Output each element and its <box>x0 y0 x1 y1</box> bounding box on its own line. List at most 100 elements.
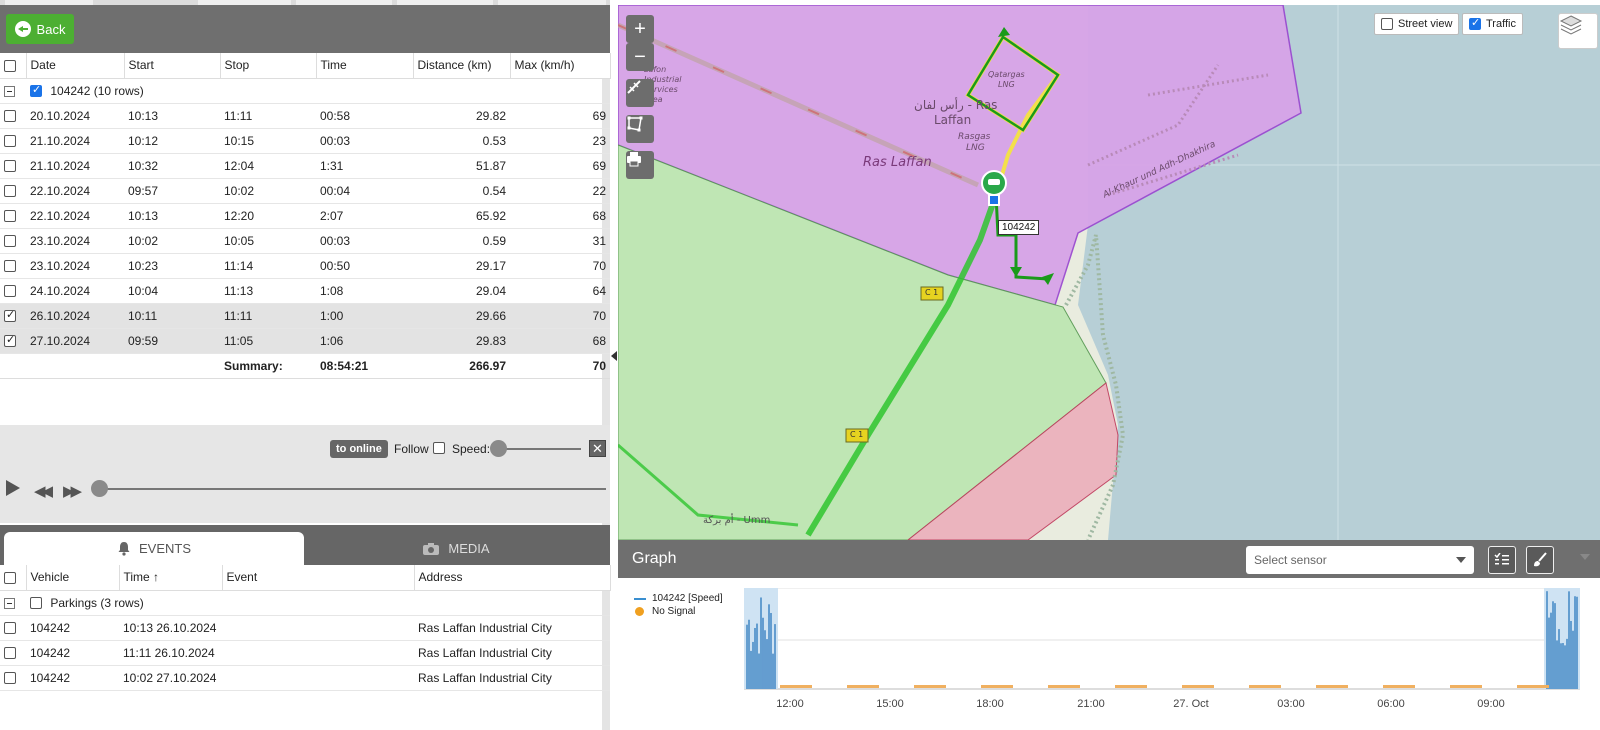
trip-row-checkbox[interactable] <box>4 235 16 248</box>
map-canvas[interactable] <box>618 5 1600 540</box>
graph-options-chevron-icon[interactable] <box>1580 554 1590 560</box>
column-address[interactable]: Address <box>414 565 611 591</box>
to-online-button[interactable]: to online <box>330 440 388 458</box>
trip-row[interactable]: 20.10.2024 10:13 11:11 00:58 29.82 69 <box>0 103 610 129</box>
event-row-checkbox-cell[interactable] <box>0 640 26 666</box>
event-row-checkbox[interactable] <box>4 647 16 660</box>
tab-6[interactable] <box>498 0 606 5</box>
rewind-icon[interactable]: ◀◀ <box>34 483 53 500</box>
column-start[interactable]: Start <box>124 53 221 79</box>
close-player-button[interactable]: ✕ <box>589 440 606 457</box>
follow-checkbox[interactable] <box>433 442 445 454</box>
column-time-sorted[interactable]: Time ↑ <box>119 565 223 591</box>
trip-row-checkbox[interactable] <box>4 210 16 223</box>
trip-row[interactable]: 21.10.2024 10:12 10:15 00:03 0.53 23 <box>0 128 610 154</box>
events-group-collapse-cell[interactable] <box>0 590 26 616</box>
vehicle-label[interactable]: 104242 <box>998 220 1040 235</box>
group-checkbox[interactable] <box>30 83 42 98</box>
map-view[interactable]: Ras Laffan رأس لفان - Ras Laffan Qatarga… <box>618 5 1600 540</box>
event-row-checkbox-cell[interactable] <box>0 615 26 641</box>
trip-row-checkbox[interactable] <box>4 185 16 198</box>
trip-row[interactable]: 23.10.2024 10:02 10:05 00:03 0.59 31 <box>0 228 610 254</box>
events-select-all-cell[interactable] <box>0 565 27 591</box>
collapse-panel-arrow-icon[interactable] <box>611 351 617 361</box>
column-max-speed[interactable]: Max (km/h) <box>510 53 611 79</box>
print-icon[interactable] <box>626 151 654 179</box>
trip-row[interactable]: 23.10.2024 10:23 11:14 00:50 29.17 70 <box>0 253 610 279</box>
event-row-checkbox-cell[interactable] <box>0 665 26 691</box>
fast-forward-icon[interactable]: ▶▶ <box>63 483 82 500</box>
trip-row-checkbox-cell[interactable] <box>0 328 26 354</box>
trip-row-checkbox[interactable] <box>4 135 16 148</box>
legend-item-no-signal[interactable]: No Signal <box>634 605 723 618</box>
trip-row-checkbox[interactable] <box>4 260 16 273</box>
trip-row-checkbox-cell[interactable] <box>0 228 26 254</box>
trip-row-checkbox-cell[interactable] <box>0 103 26 129</box>
trip-row-checkbox[interactable] <box>4 285 16 298</box>
event-row[interactable]: 104242 11:11 26.10.2024 Ras Laffan Industr… <box>0 640 610 666</box>
trip-row-checkbox[interactable] <box>4 308 16 323</box>
column-time[interactable]: Time <box>316 53 414 79</box>
column-stop[interactable]: Stop <box>220 53 317 79</box>
timeline-track[interactable] <box>100 488 606 490</box>
layers-button[interactable] <box>1558 13 1598 49</box>
trip-row[interactable]: 22.10.2024 09:57 10:02 00:04 0.54 22 <box>0 178 610 204</box>
sensor-select[interactable]: Select sensor <box>1246 546 1474 574</box>
trip-start: 09:57 <box>124 178 220 204</box>
collapse-icon[interactable] <box>4 597 15 609</box>
street-view-checkbox[interactable] <box>1381 18 1393 30</box>
zoom-in-button[interactable]: + <box>626 15 654 43</box>
select-all-checkbox[interactable] <box>4 60 16 73</box>
timeline-handle[interactable] <box>91 480 108 497</box>
tab-media[interactable]: MEDIA <box>306 532 606 565</box>
event-row[interactable]: 104242 10:02 27.10.2024 Ras Laffan Industr… <box>0 665 610 691</box>
polygon-draw-icon[interactable] <box>626 115 654 143</box>
checklist-icon[interactable] <box>1488 546 1516 574</box>
column-distance[interactable]: Distance (km) <box>413 53 511 79</box>
trip-row-checkbox[interactable] <box>4 160 16 173</box>
trip-row-checkbox-cell[interactable] <box>0 303 26 329</box>
column-vehicle[interactable]: Vehicle <box>26 565 120 591</box>
events-select-all-checkbox[interactable] <box>4 572 16 585</box>
events-group-checkbox[interactable] <box>30 597 42 610</box>
trip-row-checkbox-cell[interactable] <box>0 128 26 154</box>
select-all-cell[interactable] <box>0 53 27 79</box>
event-row[interactable]: 104242 10:13 26.10.2024 Ras Laffan Industr… <box>0 615 610 641</box>
trip-row[interactable]: 22.10.2024 10:13 12:20 2:07 65.92 68 <box>0 203 610 229</box>
tab-4[interactable] <box>296 0 392 5</box>
column-date[interactable]: Date <box>26 53 125 79</box>
trip-row-checkbox[interactable] <box>4 333 16 348</box>
trip-row-checkbox-cell[interactable] <box>0 178 26 204</box>
trip-row-checkbox-cell[interactable] <box>0 153 26 179</box>
trip-row[interactable]: 24.10.2024 10:04 11:13 1:08 29.04 64 <box>0 278 610 304</box>
speed-chart[interactable] <box>744 588 1580 694</box>
trip-max-speed: 64 <box>510 278 610 304</box>
speed-slider-track[interactable] <box>497 448 581 450</box>
traffic-toggle[interactable]: Traffic <box>1462 13 1523 35</box>
legend-item-speed[interactable]: 104242 [Speed] <box>634 592 723 605</box>
event-row-checkbox[interactable] <box>4 672 16 685</box>
traffic-checkbox[interactable] <box>1469 16 1481 30</box>
trip-row-checkbox-cell[interactable] <box>0 203 26 229</box>
tab-events[interactable]: EVENTS <box>4 532 304 565</box>
event-row-checkbox[interactable] <box>4 622 16 635</box>
brush-icon[interactable] <box>1526 546 1554 574</box>
play-icon[interactable] <box>6 480 20 496</box>
tab-3[interactable] <box>198 0 291 5</box>
group-collapse-cell[interactable] <box>0 78 26 104</box>
column-event[interactable]: Event <box>222 565 415 591</box>
trip-row[interactable]: 21.10.2024 10:32 12:04 1:31 51.87 69 <box>0 153 610 179</box>
speed-slider-handle[interactable] <box>490 440 507 457</box>
tab-5[interactable] <box>397 0 493 5</box>
trip-row-checkbox-cell[interactable] <box>0 278 26 304</box>
trip-row-checkbox[interactable] <box>4 110 16 123</box>
zoom-out-button[interactable]: − <box>626 43 654 71</box>
back-button[interactable]: Back <box>6 14 74 44</box>
trip-row-checkbox-cell[interactable] <box>0 253 26 279</box>
collapse-icon[interactable] <box>4 85 15 97</box>
ruler-icon[interactable] <box>626 79 654 107</box>
tab-1[interactable] <box>5 0 93 5</box>
street-view-toggle[interactable]: Street view <box>1374 13 1460 35</box>
